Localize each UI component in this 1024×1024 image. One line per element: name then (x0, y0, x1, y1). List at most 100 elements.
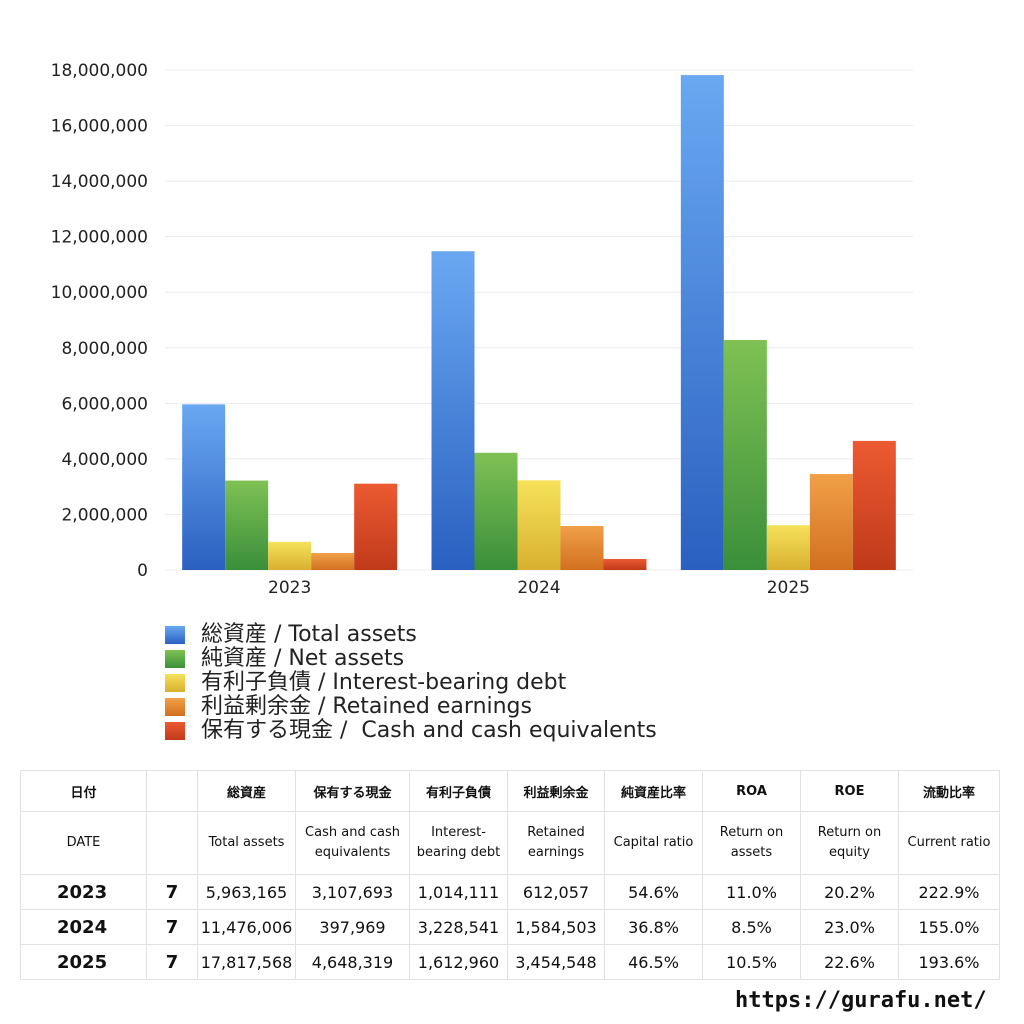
cell-roa: 8.5% (702, 909, 801, 945)
header-current-ratio-en: Current ratio (898, 811, 1000, 875)
header-month-jp (146, 770, 198, 812)
table-header-jp: 日付 総資産 保有する現金 有利子負債 利益剰余金 純資産比率 ROA ROE … (20, 770, 1000, 812)
y-tick-label: 2,000,000 (61, 505, 148, 525)
bar-2023-series-3 (268, 541, 312, 570)
cell-capital-ratio: 46.5% (604, 944, 703, 980)
header-capital-ratio-jp: 純資産比率 (604, 770, 703, 812)
bar-2024-series-2 (474, 452, 518, 570)
cell-roa: 10.5% (702, 944, 801, 980)
header-roe-en: Return on equity (800, 811, 899, 875)
legend-label-cash: 保有する現金 / Cash and cash equivalents (201, 718, 657, 743)
bar-2024-series-3 (517, 480, 561, 570)
cell-year: 2023 (20, 874, 147, 910)
legend-item-retained-earnings: 利益剰余金 / Retained earnings (165, 695, 657, 719)
legend-item-total-assets: 総資産 / Total assets (165, 623, 657, 647)
legend-item-cash: 保有する現金 / Cash and cash equivalents (165, 719, 657, 743)
header-current-ratio-jp: 流動比率 (898, 770, 1000, 812)
header-retained-jp: 利益剰余金 (507, 770, 605, 812)
legend-item-net-assets: 純資産 / Net assets (165, 647, 657, 671)
y-tick-label: 18,000,000 (51, 61, 148, 81)
bar-2023-series-4 (311, 552, 355, 570)
x-tick-label: 2024 (517, 578, 560, 598)
y-tick-label: 0 (137, 561, 148, 581)
y-tick-label: 12,000,000 (51, 228, 148, 248)
cell-current-ratio: 193.6% (898, 944, 1000, 980)
header-roa-en: Return on assets (702, 811, 801, 875)
y-tick-label: 10,000,000 (51, 283, 148, 303)
header-roa-jp: ROA (702, 770, 801, 812)
cell-retained: 612,057 (507, 874, 605, 910)
cell-month: 7 (146, 909, 198, 945)
financial-table: 日付 総資産 保有する現金 有利子負債 利益剰余金 純資産比率 ROA ROE … (20, 770, 1000, 980)
legend-label-net-assets: 純資産 / Net assets (201, 646, 405, 671)
header-cash-en: Cash and cash equivalents (295, 811, 410, 875)
legend-swatch-cash (165, 722, 185, 740)
header-roe-jp: ROE (800, 770, 899, 812)
header-month-en (146, 811, 198, 875)
cell-total-assets: 11,476,006 (197, 909, 296, 945)
cell-current-ratio: 222.9% (898, 874, 1000, 910)
cell-debt: 1,612,960 (409, 944, 508, 980)
bar-2024-series-1 (431, 251, 475, 571)
x-tick-label: 2023 (268, 578, 311, 598)
cell-cash: 4,648,319 (295, 944, 410, 980)
legend-label-retained-earnings: 利益剰余金 / Retained earnings (201, 694, 532, 719)
cell-total-assets: 17,817,568 (197, 944, 296, 980)
bar-2025-series-3 (766, 525, 810, 570)
table-row: 2023 7 5,963,165 3,107,693 1,014,111 612… (20, 874, 1000, 910)
cell-roe: 20.2% (800, 874, 899, 910)
cell-cash: 3,107,693 (295, 874, 410, 910)
chart-legend: 総資産 / Total assets 純資産 / Net assets 有利子負… (165, 623, 657, 743)
cell-cash: 397,969 (295, 909, 410, 945)
cell-year: 2025 (20, 944, 147, 980)
y-tick-label: 16,000,000 (51, 117, 148, 137)
bar-2023-series-5 (354, 483, 398, 570)
cell-roe: 22.6% (800, 944, 899, 980)
cell-retained: 3,454,548 (507, 944, 605, 980)
cell-year: 2024 (20, 909, 147, 945)
y-tick-label: 8,000,000 (61, 339, 148, 359)
header-cash-jp: 保有する現金 (295, 770, 410, 812)
cell-total-assets: 5,963,165 (197, 874, 296, 910)
site-url[interactable]: https://gurafu.net/ (735, 988, 987, 1013)
header-date-jp: 日付 (20, 770, 147, 812)
cell-retained: 1,584,503 (507, 909, 605, 945)
cell-capital-ratio: 54.6% (604, 874, 703, 910)
legend-label-interest-bearing-debt: 有利子負債 / Interest-bearing debt (201, 670, 567, 695)
bar-2025-series-4 (809, 474, 853, 570)
header-debt-jp: 有利子負債 (409, 770, 508, 812)
y-tick-label: 14,000,000 (51, 172, 148, 192)
legend-item-interest-bearing-debt: 有利子負債 / Interest-bearing debt (165, 671, 657, 695)
table-header-en: DATE Total assets Cash and cash equivale… (20, 811, 1000, 875)
header-debt-en: Interest-bearing debt (409, 811, 508, 875)
legend-swatch-net-assets (165, 650, 185, 668)
bar-chart: 0 2,000,000 4,000,000 6,000,000 8,000,000 10,… (51, 61, 913, 598)
cell-roa: 11.0% (702, 874, 801, 910)
y-tick-label: 6,000,000 (61, 394, 148, 414)
cell-capital-ratio: 36.8% (604, 909, 703, 945)
bar-2025-series-5 (852, 440, 896, 570)
cell-month: 7 (146, 874, 198, 910)
cell-current-ratio: 155.0% (898, 909, 1000, 945)
table-row: 2025 7 17,817,568 4,648,319 1,612,960 3,… (20, 944, 1000, 980)
legend-swatch-retained-earnings (165, 698, 185, 716)
bar-2025-series-2 (723, 340, 767, 570)
bar-2023-series-2 (225, 480, 269, 570)
header-capital-ratio-en: Capital ratio (604, 811, 703, 875)
header-date-en: DATE (20, 811, 147, 875)
cell-debt: 3,228,541 (409, 909, 508, 945)
cell-roe: 23.0% (800, 909, 899, 945)
header-total-assets-en: Total assets (197, 811, 296, 875)
table-row: 2024 7 11,476,006 397,969 3,228,541 1,58… (20, 909, 1000, 945)
x-tick-label: 2025 (767, 578, 810, 598)
legend-label-total-assets: 総資産 / Total assets (201, 622, 417, 647)
y-tick-label: 4,000,000 (61, 450, 148, 470)
cell-month: 7 (146, 944, 198, 980)
legend-swatch-interest-bearing-debt (165, 674, 185, 692)
bar-2025-series-1 (680, 75, 724, 570)
header-retained-en: Retained earnings (507, 811, 605, 875)
legend-swatch-total-assets (165, 626, 185, 644)
bar-2023-series-1 (182, 404, 226, 570)
header-total-assets-jp: 総資産 (197, 770, 296, 812)
bar-2024-series-4 (560, 525, 604, 570)
